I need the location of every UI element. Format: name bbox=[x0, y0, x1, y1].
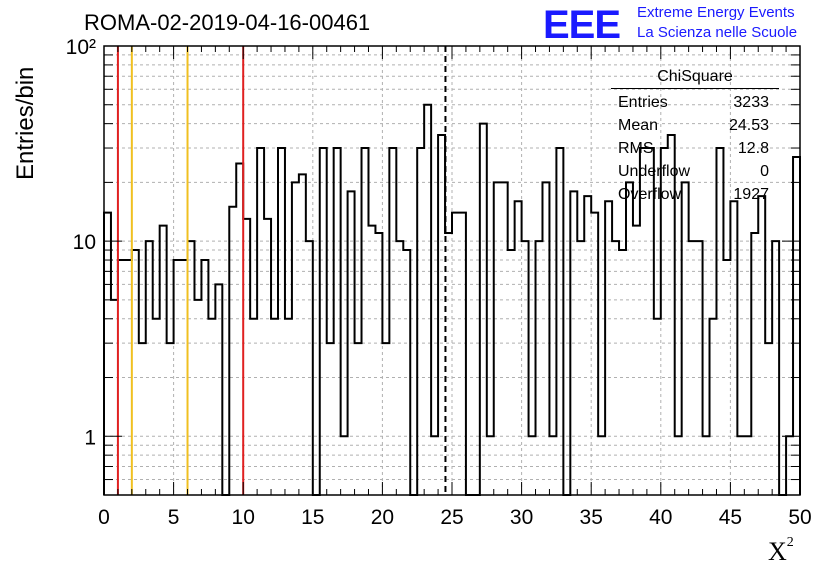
stats-label: Entries bbox=[618, 94, 668, 111]
stats-row-rms: RMS 12.8 bbox=[611, 137, 779, 160]
stats-value: 24.53 bbox=[728, 117, 769, 134]
x-tick-label: 0 bbox=[98, 506, 110, 529]
stats-row-overflow: Overflow 1927 bbox=[611, 183, 779, 206]
x-tick-label: 10 bbox=[232, 506, 255, 529]
y-tick-label: 10 bbox=[73, 231, 96, 254]
x-axis-label-base: X bbox=[768, 537, 787, 566]
eee-logo: EEE bbox=[543, 3, 621, 47]
y-tick-label: 10² bbox=[66, 36, 96, 59]
x-axis-label-exp: 2 bbox=[786, 535, 794, 551]
chart-title: ROMA-02-2019-04-16-00461 bbox=[84, 10, 371, 35]
stats-row-underflow: Underflow 0 bbox=[611, 160, 779, 183]
stats-value: 12.8 bbox=[737, 140, 769, 157]
stats-value: 3233 bbox=[733, 94, 769, 111]
stats-title: ChiSquare bbox=[657, 68, 733, 85]
x-axis-label: X2 bbox=[768, 535, 794, 567]
x-tick-label: 45 bbox=[719, 506, 742, 529]
y-tick-label: 1 bbox=[84, 426, 96, 449]
stats-row-entries: Entries 3233 bbox=[611, 91, 779, 114]
x-tick-label: 20 bbox=[371, 506, 394, 529]
x-tick-label: 40 bbox=[649, 506, 672, 529]
x-tick-label: 15 bbox=[301, 506, 324, 529]
logo-subtitle-1: Extreme Energy Events bbox=[637, 4, 795, 21]
histogram-series bbox=[103, 103, 801, 496]
logo-subtitle-2: La Scienza nelle Scuole bbox=[637, 24, 798, 41]
stats-label: RMS bbox=[618, 140, 654, 157]
x-tick-label: 25 bbox=[440, 506, 463, 529]
stats-label: Overflow bbox=[618, 186, 682, 203]
stats-label: Underflow bbox=[618, 163, 691, 180]
stats-box: ChiSquare Entries 3233 Mean 24.53 RMS 12.8 … bbox=[611, 66, 779, 206]
stats-label: Mean bbox=[618, 117, 659, 134]
stats-value: 1927 bbox=[733, 186, 769, 203]
x-tick-label: 30 bbox=[510, 506, 533, 529]
stats-value: 0 bbox=[760, 163, 769, 180]
stats-rule bbox=[611, 88, 779, 89]
y-axis-label: Entries/bin bbox=[12, 66, 39, 180]
stats-row-mean: Mean 24.53 bbox=[611, 114, 779, 137]
x-tick-label: 50 bbox=[788, 506, 811, 529]
x-tick-label: 5 bbox=[168, 506, 180, 529]
x-tick-label: 35 bbox=[580, 506, 603, 529]
